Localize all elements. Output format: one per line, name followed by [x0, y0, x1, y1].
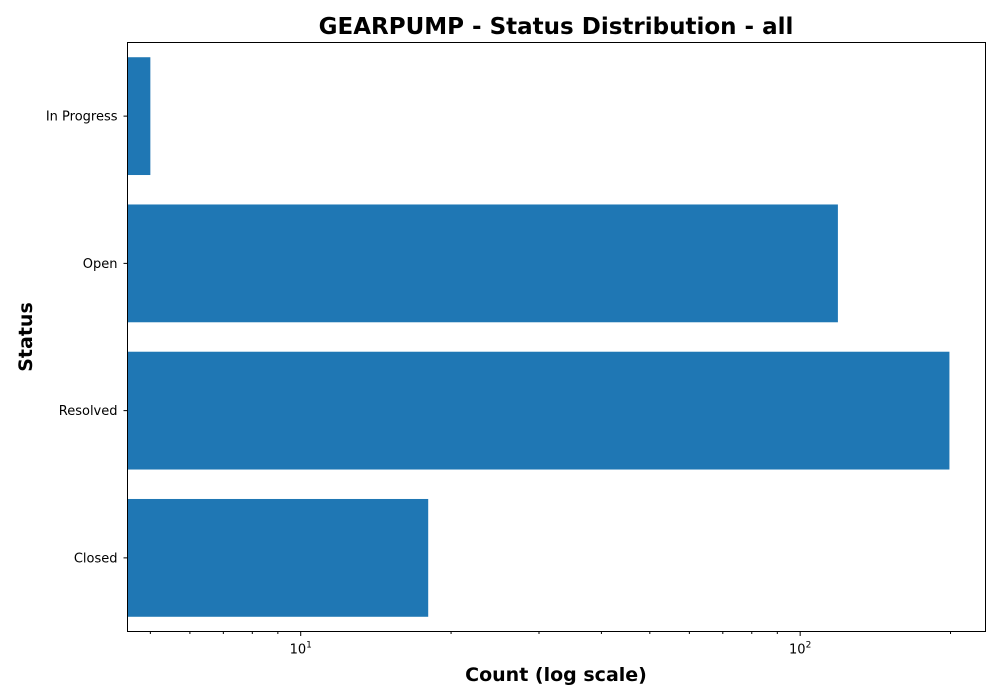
x-axis-ticks: 101 102 — [149, 631, 952, 658]
x-axis-label: Count (log scale) — [465, 664, 647, 686]
y-axis-ticks: In Progress Open Resolved Closed — [46, 110, 128, 566]
chart-title: GEARPUMP - Status Distribution - all — [319, 14, 794, 40]
x-tick-label: 102 — [789, 641, 811, 658]
bar-open — [127, 204, 838, 323]
y-tick-label: Open — [83, 257, 118, 272]
y-tick-label: Closed — [74, 551, 118, 566]
plot-frame — [127, 42, 986, 632]
bar-closed — [127, 498, 429, 617]
bar-in-progress — [127, 57, 151, 176]
bar-resolved — [127, 351, 950, 470]
y-axis-label: Status — [15, 302, 37, 372]
bar-group — [127, 57, 950, 617]
y-tick-label: Resolved — [59, 404, 118, 419]
x-tick-label: 101 — [290, 641, 312, 658]
y-tick-label: In Progress — [46, 110, 118, 125]
